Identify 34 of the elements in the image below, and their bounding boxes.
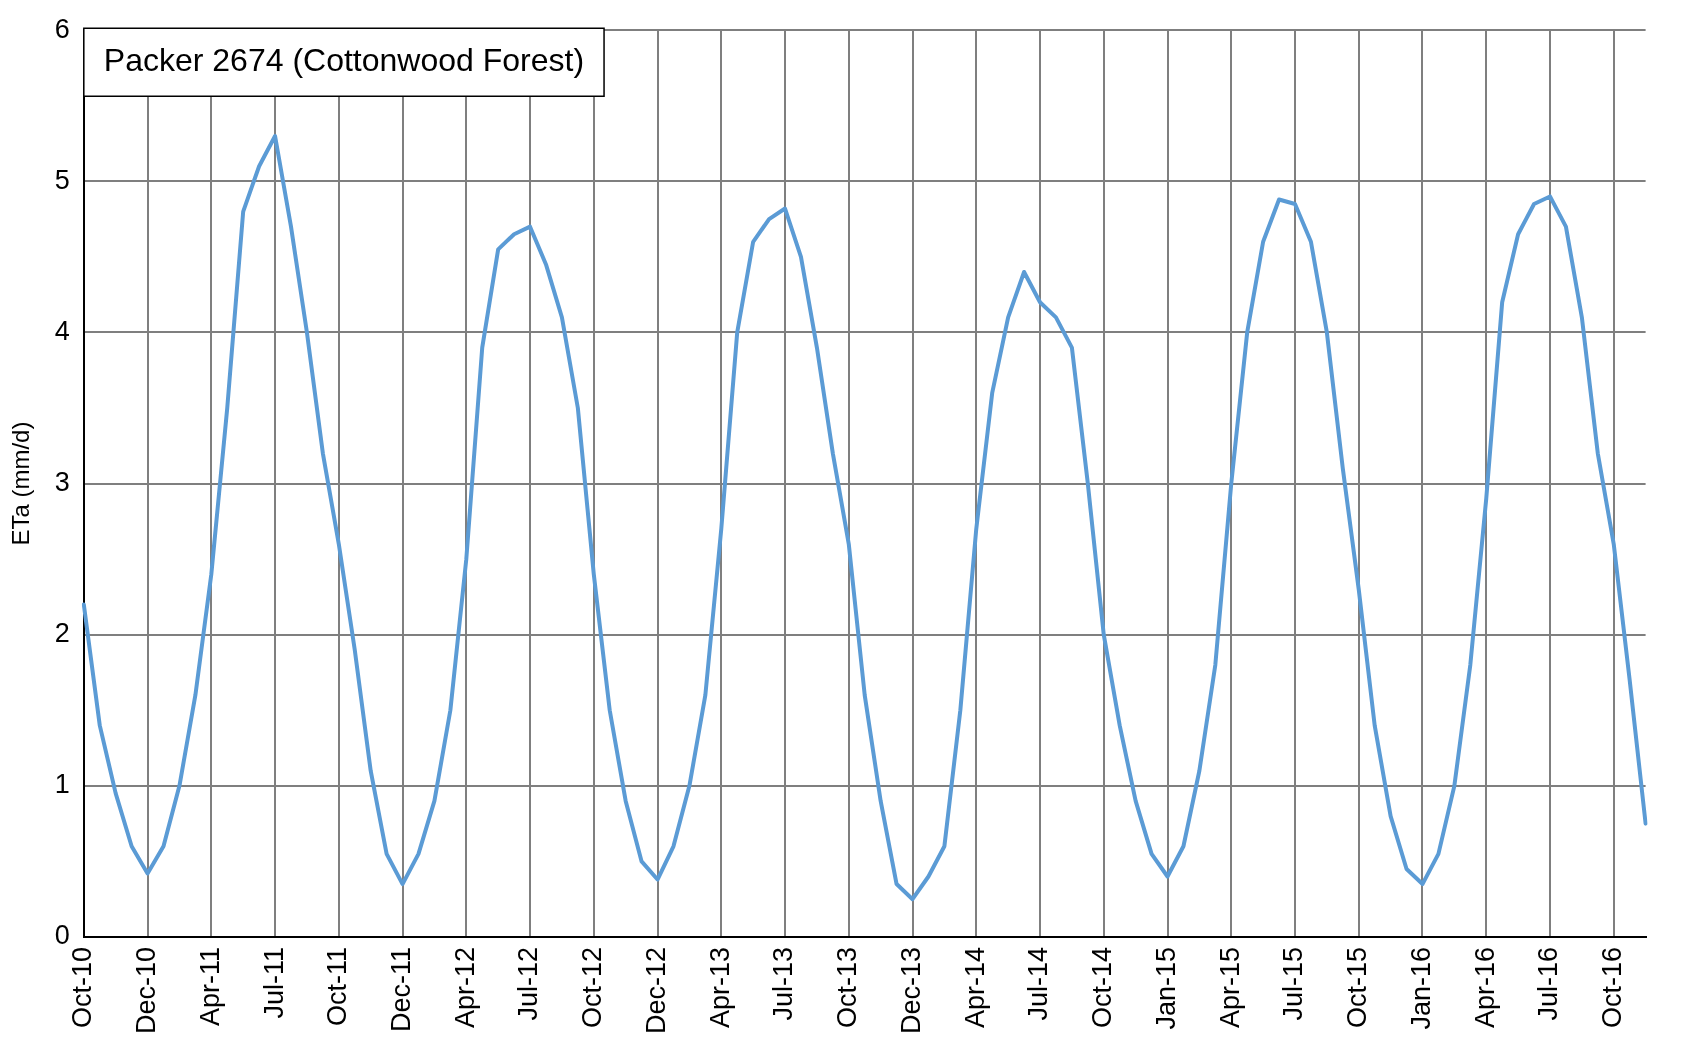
x-tick-label: Jul-13	[768, 946, 799, 1021]
chart-title: Packer 2674 (Cottonwood Forest)	[103, 42, 585, 79]
x-tick-label: Jul-15	[1278, 946, 1309, 1021]
x-tick-label: Oct-10	[67, 946, 98, 1028]
x-tick-label: Apr-11	[194, 946, 225, 1027]
x-tick-label: Apr-15	[1214, 946, 1245, 1029]
y-tick-label: 1	[54, 769, 70, 800]
x-tick-label: Dec-10	[131, 946, 162, 1035]
x-tick-label: Oct-13	[832, 946, 863, 1028]
x-tick-label: Jul-16	[1533, 946, 1564, 1021]
x-tick-label: Oct-12	[577, 946, 608, 1028]
y-tick-label: 4	[54, 315, 70, 346]
x-tick-label: Jan-16	[1405, 946, 1436, 1030]
x-tick-label: Oct-16	[1597, 946, 1628, 1028]
x-tick-label: Jul-14	[1023, 946, 1054, 1021]
x-tick-label: Dec-12	[640, 946, 671, 1035]
x-tick-label: Jan-15	[1150, 946, 1181, 1030]
x-tick-label: Oct-11	[322, 946, 353, 1026]
x-tick-label: Oct-15	[1342, 946, 1373, 1028]
x-tick-label: Dec-11	[386, 946, 416, 1033]
x-tick-label: Jul-12	[513, 946, 544, 1021]
y-tick-label: 5	[54, 164, 70, 195]
y-tick-label: 6	[54, 13, 70, 44]
y-tick-label: 3	[54, 467, 70, 498]
y-tick-label: 0	[54, 920, 70, 951]
x-tick-label: Apr-13	[704, 946, 735, 1029]
x-tick-label: Apr-16	[1469, 946, 1500, 1029]
x-tick-label: Oct-14	[1087, 946, 1118, 1028]
x-tick-label: Apr-14	[959, 946, 990, 1029]
x-tick-label: Dec-13	[895, 946, 926, 1035]
x-tick-label: Jul-11	[258, 946, 289, 1019]
y-tick-label: 2	[54, 618, 70, 649]
x-tick-label: Apr-12	[449, 946, 480, 1029]
y-axis-title: ETa (mm/d)	[7, 421, 35, 546]
